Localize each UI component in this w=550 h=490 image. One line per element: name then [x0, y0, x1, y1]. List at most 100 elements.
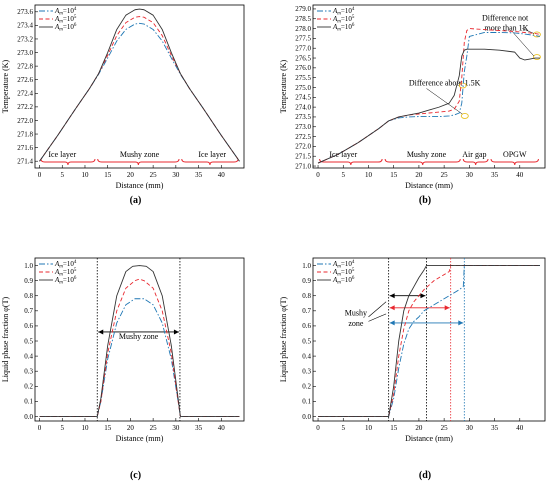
- y-axis-label: Temperature (K): [1, 59, 10, 113]
- x-tick-label: 30: [172, 424, 180, 432]
- y-tick-label: 273.6: [17, 8, 33, 16]
- y-tick-label: 0.7: [24, 307, 33, 315]
- x-tick-label: 0: [38, 171, 42, 179]
- arrow-head: [389, 293, 395, 299]
- series-line-3: [39, 265, 240, 417]
- y-tick-label: 272.0: [17, 117, 33, 125]
- x-tick-label: 25: [150, 171, 158, 179]
- legend-label: Am=105: [332, 268, 355, 278]
- y-tick-label: 0.2: [24, 383, 33, 391]
- x-tick-label: 20: [415, 171, 423, 179]
- panel-label: (b): [419, 195, 431, 206]
- region-label: Ice layer: [198, 150, 226, 159]
- y-tick-label: 0.3: [24, 367, 33, 375]
- y-tick-label: 279.0: [295, 5, 311, 13]
- zone-annotation: Mushy: [345, 308, 367, 317]
- legend-label: Am=105: [54, 15, 77, 25]
- y-tick-label: 0.6: [24, 322, 33, 330]
- y-tick-label: 276.0: [295, 64, 311, 72]
- series-line-2: [318, 265, 540, 417]
- legend-label: Am=104: [332, 260, 355, 270]
- region-bracket: [462, 158, 489, 166]
- plot-frame: [312, 4, 546, 169]
- callout-ellipse: [460, 113, 469, 119]
- y-tick-label: 1.0: [24, 262, 33, 270]
- y-tick-label: 272.0: [295, 143, 311, 151]
- x-axis-label: Distance (mm): [116, 434, 164, 443]
- y-axis-label: Liquid phase fraction φ(T): [279, 297, 288, 383]
- x-tick-label: 40: [218, 424, 226, 432]
- annotation-text: Difference about 1.5K: [409, 79, 481, 88]
- y-tick-label: 0.1: [302, 398, 311, 406]
- panel-label: (a): [130, 195, 142, 206]
- region-label: OPGW: [503, 150, 527, 159]
- region-bracket: [384, 158, 461, 166]
- chart-panel-a: 0 5 10 15 20 25 30 35 40 271.4 271.6 271.8 272.0 272.…: [1, 4, 245, 206]
- x-tick-label: 20: [127, 171, 135, 179]
- y-tick-label: 274.0: [295, 103, 311, 111]
- x-tick-label: 35: [195, 171, 203, 179]
- region-bracket: [490, 158, 539, 166]
- y-tick-label: 278.0: [295, 25, 311, 33]
- chart-panel-c: 0 5 10 15 20 25 30 35 40 0.0 0.1 0.2 0.3 0.4 0.5 0.6 0.7…: [1, 257, 245, 481]
- x-tick-label: 15: [104, 424, 112, 432]
- region-label: Mushy zone: [407, 150, 447, 159]
- region-label: Ice layer: [48, 150, 76, 159]
- panel-label: (d): [419, 470, 431, 481]
- legend-label: Am=106: [332, 23, 355, 33]
- y-tick-label: 273.5: [295, 113, 311, 121]
- x-tick-label: 0: [316, 171, 320, 179]
- y-tick-label: 0.7: [302, 307, 311, 315]
- x-tick-label: 10: [81, 424, 89, 432]
- x-tick-label: 15: [390, 424, 398, 432]
- arrow-head: [389, 305, 395, 311]
- region-bracket: [319, 158, 383, 166]
- legend-label: Am=105: [54, 268, 77, 278]
- y-tick-label: 272.8: [17, 62, 33, 70]
- arrow-head: [173, 329, 179, 335]
- y-tick-label: 0.3: [302, 367, 311, 375]
- arrow-head: [389, 320, 395, 326]
- series-line-3: [39, 8, 240, 162]
- x-tick-label: 35: [491, 171, 499, 179]
- x-tick-label: 15: [390, 171, 398, 179]
- y-tick-label: 0.9: [24, 277, 33, 285]
- annotation-leader: [368, 301, 387, 318]
- x-axis-label: Distance (mm): [116, 181, 164, 190]
- arrow-head: [458, 320, 464, 326]
- region-bracket: [181, 158, 239, 166]
- x-tick-label: 5: [61, 424, 65, 432]
- callout-ellipse: [532, 54, 541, 60]
- y-tick-label: 271.4: [17, 158, 33, 166]
- x-tick-label: 5: [61, 171, 65, 179]
- series-line-1: [318, 265, 540, 417]
- x-tick-label: 10: [81, 171, 89, 179]
- x-tick-label: 0: [316, 424, 320, 432]
- x-tick-label: 30: [466, 424, 474, 432]
- annotation-leader: [512, 31, 535, 57]
- y-tick-label: 271.5: [295, 153, 311, 161]
- y-tick-label: 0.5: [24, 337, 33, 345]
- x-tick-label: 40: [516, 171, 524, 179]
- annotation-text: more than 1K: [484, 24, 528, 33]
- legend-label: Am=105: [332, 15, 355, 25]
- x-tick-label: 35: [195, 424, 203, 432]
- series-line-3: [317, 48, 540, 164]
- y-tick-label: 275.0: [295, 84, 311, 92]
- series-line-3: [318, 265, 540, 417]
- chart-panel-d: 0 5 10 15 20 25 30 35 40 0.0 0.1 0.2 0.3 0.4 0.5 0.6 0.7…: [279, 257, 546, 481]
- x-tick-label: 10: [365, 424, 373, 432]
- legend-label: Am=106: [54, 276, 77, 286]
- callout-ellipse: [532, 31, 541, 38]
- x-tick-label: 30: [466, 171, 474, 179]
- x-tick-label: 0: [38, 424, 42, 432]
- y-tick-label: 277.5: [295, 35, 311, 43]
- x-tick-label: 40: [516, 424, 524, 432]
- y-tick-label: 272.6: [17, 76, 33, 84]
- y-tick-label: 274.5: [295, 94, 311, 102]
